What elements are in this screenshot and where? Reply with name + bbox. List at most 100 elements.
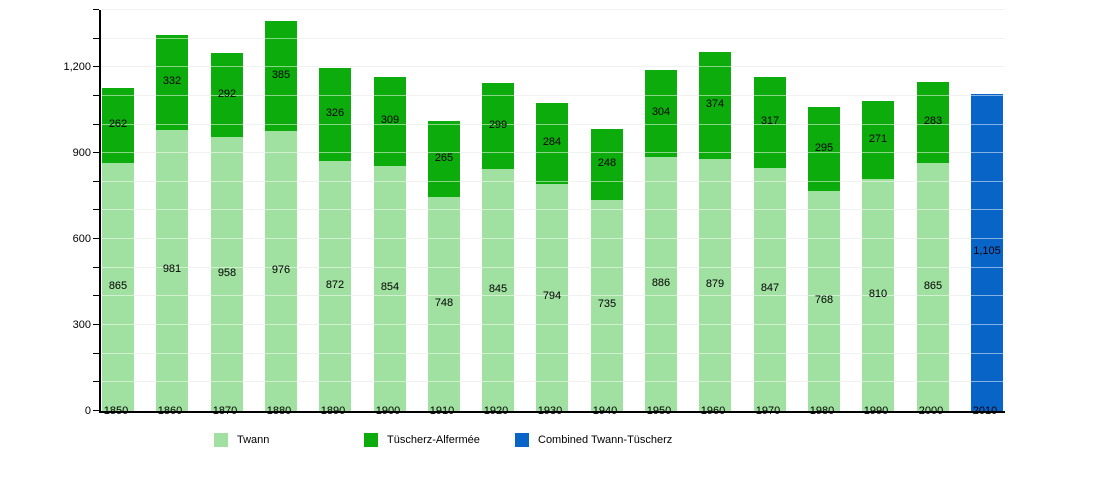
bar-segment-1890 — [319, 161, 351, 411]
gridline-overlay — [101, 353, 1005, 354]
bar-value-label: 872 — [325, 279, 345, 291]
gridline-overlay — [101, 295, 1005, 296]
bar-segment-1950 — [645, 157, 677, 411]
bar-value-label: 1,105 — [973, 245, 1001, 257]
x-tick-label: 1940 — [592, 405, 618, 417]
x-tick-label: 1990 — [863, 405, 889, 417]
y-tick-label: 1,200 — [63, 61, 91, 73]
bar-value-label: 794 — [542, 290, 562, 302]
bar-value-label: 292 — [217, 88, 237, 100]
bar-value-label: 879 — [705, 278, 725, 290]
bar-value-label: 284 — [542, 136, 562, 148]
bar-value-label: 845 — [488, 283, 508, 295]
bar-segment-1960 — [699, 159, 731, 411]
x-tick-label: 1910 — [429, 405, 455, 417]
gridline-overlay — [101, 267, 1005, 268]
y-axis-tick — [93, 9, 99, 10]
y-axis-tick — [93, 295, 99, 296]
bar-value-label: 248 — [597, 157, 617, 169]
bar-segment-1880 — [265, 131, 297, 411]
bar-value-label: 295 — [814, 142, 834, 154]
x-tick-label: 1880 — [266, 405, 292, 417]
bar-segment-1860 — [156, 130, 188, 411]
bar-value-label: 768 — [814, 294, 834, 306]
bar-segment-1930 — [536, 103, 568, 184]
legend: Twann Tüscherz-Alfermée Combined Twann-T… — [0, 432, 1003, 450]
bar-segment-1930 — [536, 184, 568, 411]
y-axis-tick — [93, 353, 99, 354]
bar-value-label: 317 — [760, 115, 780, 127]
bar-value-label: 976 — [271, 264, 291, 276]
y-axis-tick — [93, 324, 99, 325]
bar-segment-1940 — [591, 200, 623, 411]
legend-label-twann: Twann — [237, 433, 270, 446]
legend-item-tuscherz-alfermee: Tüscherz-Alfermée — [364, 432, 480, 447]
bar-value-label: 865 — [108, 280, 128, 292]
gridline-overlay — [101, 381, 1005, 382]
bar-value-label: 299 — [488, 119, 508, 131]
bar-segment-1980 — [808, 107, 840, 191]
y-tick-label: 300 — [72, 319, 91, 331]
y-axis-tick — [93, 38, 99, 39]
legend-swatch-tuscherz-alfermee — [364, 432, 378, 447]
bar-segment-1920 — [482, 83, 514, 169]
bar-value-label: 271 — [868, 133, 888, 145]
gridline-overlay — [101, 66, 1005, 67]
x-tick-label: 1980 — [809, 405, 835, 417]
plot-area: 0 300 600 900 1,200 865 262 981 332 958 292 976 385 8… — [63, 9, 1005, 417]
bar-segment-1880 — [265, 21, 297, 131]
y-axis-tick — [93, 124, 99, 125]
bar-value-label: 265 — [434, 152, 454, 164]
legend-item-twann: Twann — [214, 432, 269, 447]
y-axis-tick — [93, 410, 99, 411]
x-tick-label: 2010 — [972, 405, 998, 417]
bar-value-label: 262 — [108, 118, 128, 130]
gridline-overlay — [101, 95, 1005, 96]
x-tick-label: 2000 — [918, 405, 944, 417]
bar-value-label: 886 — [651, 277, 671, 289]
y-axis-tick — [93, 267, 99, 268]
bar-value-label: 374 — [705, 98, 725, 110]
y-axis-tick — [93, 95, 99, 96]
x-tick-label: 1860 — [157, 405, 183, 417]
legend-label-combined: Combined Twann-Tüscherz — [538, 433, 673, 446]
y-tick-label: 0 — [84, 405, 91, 417]
gridline-overlay — [101, 9, 1005, 10]
bar-segment-1890 — [319, 68, 351, 161]
bar-segment-1950 — [645, 70, 677, 157]
gridline-overlay — [101, 238, 1005, 239]
bar-segment-1870 — [211, 137, 243, 411]
bar-value-label: 283 — [923, 115, 943, 127]
x-tick-label: 1960 — [700, 405, 726, 417]
bar-segment-1860 — [156, 35, 188, 130]
y-axis-tick — [93, 238, 99, 239]
bar-segment-1970 — [754, 168, 786, 411]
bar-value-label: 735 — [597, 298, 617, 310]
bar-value-label: 326 — [325, 107, 345, 119]
y-tick-label: 600 — [72, 233, 91, 245]
y-tick-label: 900 — [72, 147, 91, 159]
bar-value-label: 981 — [162, 263, 182, 275]
bar-value-label: 332 — [162, 75, 182, 87]
gridline-overlay — [101, 181, 1005, 182]
bar-value-label: 958 — [217, 267, 237, 279]
bar-value-label: 748 — [434, 297, 454, 309]
x-tick-label: 1970 — [755, 405, 781, 417]
bar-segment-1910 — [428, 197, 460, 411]
gridline-overlay — [101, 152, 1005, 153]
bar-value-label: 304 — [651, 106, 671, 118]
y-axis-tick — [93, 152, 99, 153]
bar-segment-1910 — [428, 121, 460, 197]
y-axis-tick — [93, 209, 99, 210]
bar-value-label: 810 — [868, 288, 888, 300]
bar-value-label: 309 — [380, 114, 400, 126]
x-tick-label: 1930 — [537, 405, 563, 417]
legend-swatch-combined — [515, 432, 529, 447]
x-tick-label: 1870 — [212, 405, 238, 417]
gridline-overlay — [101, 324, 1005, 325]
bar-segment-1960 — [699, 52, 731, 159]
x-tick-label: 1950 — [646, 405, 672, 417]
bar-segment-2000 — [917, 163, 949, 411]
y-axis-tick — [93, 181, 99, 182]
